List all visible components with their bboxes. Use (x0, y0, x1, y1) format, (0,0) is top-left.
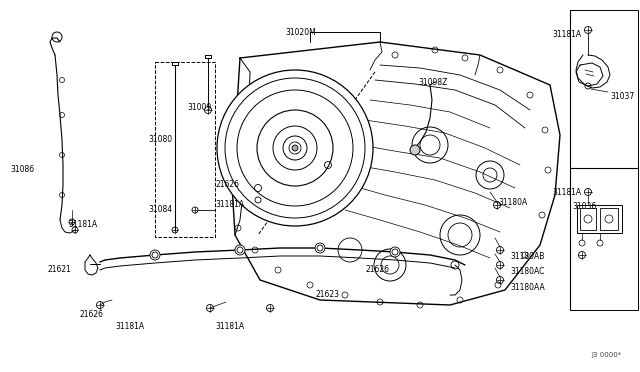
Text: 31036: 31036 (572, 202, 596, 211)
Text: 31180A: 31180A (498, 198, 527, 207)
Circle shape (410, 145, 420, 155)
Text: 21626: 21626 (215, 180, 239, 189)
Text: J3 0000*: J3 0000* (592, 352, 622, 358)
Text: 31181A: 31181A (552, 30, 581, 39)
Bar (577, 205, 622, 233)
Circle shape (235, 245, 245, 255)
Text: 21623: 21623 (315, 290, 339, 299)
Text: 31037: 31037 (610, 92, 634, 101)
Circle shape (150, 250, 160, 260)
Text: 31180AC: 31180AC (510, 267, 545, 276)
Bar (570, 10, 638, 168)
Text: 31080: 31080 (148, 135, 172, 144)
Circle shape (292, 145, 298, 151)
Text: 31084: 31084 (148, 205, 172, 214)
Circle shape (315, 243, 325, 253)
Text: 21626: 21626 (80, 310, 104, 319)
Text: 21626: 21626 (365, 265, 389, 274)
Text: 31181A: 31181A (215, 322, 244, 331)
Text: 31181A: 31181A (215, 200, 244, 209)
Text: 31020M: 31020M (285, 28, 316, 37)
Text: 31009: 31009 (187, 103, 211, 112)
Text: 21621: 21621 (48, 265, 72, 274)
Text: 31181A: 31181A (552, 188, 581, 197)
Text: 31180AA: 31180AA (510, 283, 545, 292)
Text: 31086: 31086 (10, 165, 34, 174)
Circle shape (217, 70, 373, 226)
Text: 31181A: 31181A (115, 322, 144, 331)
Text: 31180AB: 31180AB (510, 252, 545, 261)
Circle shape (390, 247, 400, 257)
Text: 31181A: 31181A (68, 220, 97, 229)
Bar (600, 208, 618, 230)
Bar (570, 168, 638, 310)
Bar (155, 62, 215, 237)
Text: 31098Z: 31098Z (418, 78, 447, 87)
Bar (580, 208, 596, 230)
